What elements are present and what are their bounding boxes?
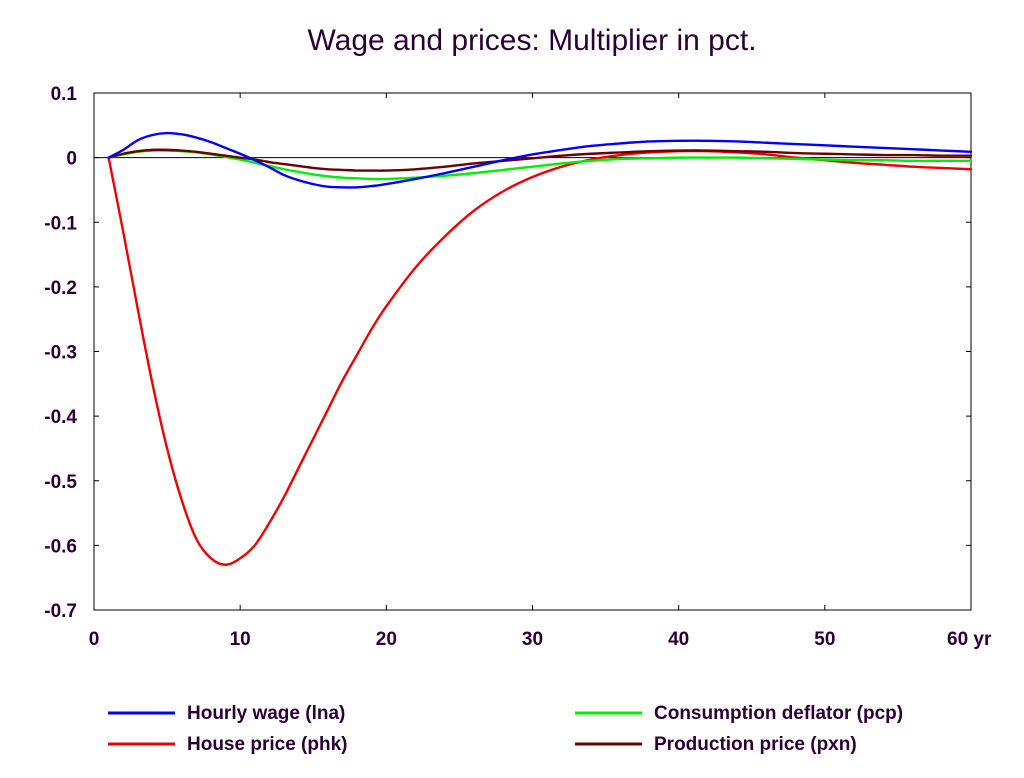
y-tick-label: 0: [66, 149, 77, 170]
legend-item: Hourly wage (lna): [108, 703, 345, 724]
y-tick-label: -0.4: [44, 407, 77, 428]
series-line-hourly-wage-lna: [107, 131, 973, 189]
x-tick-label: 20: [376, 629, 397, 650]
legend: Hourly wage (lna) Consumption deflator (p…: [108, 703, 903, 755]
x-tick-label: 50: [814, 629, 835, 650]
y-tick-label: -0.6: [44, 536, 77, 557]
y-tick-label: 0.1: [51, 84, 78, 105]
legend-item: Production price (pxn): [575, 734, 857, 755]
series-group: [107, 131, 973, 566]
x-axis: 0 10 20 30 40 50 60 yr: [89, 93, 992, 650]
y-axis: 0.1 0 -0.1 -0.2 -0.3 -0.4 -0.5 -0.6 -0.7: [44, 84, 971, 622]
plot-area-frame: [93, 92, 972, 611]
x-tick-label: 10: [230, 629, 251, 650]
x-tick-label: 0: [89, 629, 100, 650]
legend-label: Hourly wage (lna): [187, 703, 345, 724]
legend-item: Consumption deflator (pcp): [575, 703, 903, 724]
legend-label: Consumption deflator (pcp): [654, 703, 903, 724]
x-tick-label: 40: [668, 629, 689, 650]
y-tick-label: -0.2: [44, 278, 77, 299]
y-tick-label: -0.7: [44, 601, 77, 622]
legend-label: House price (phk): [187, 734, 347, 755]
y-tick-label: -0.5: [44, 472, 77, 493]
x-tick-label: 60 yr: [947, 629, 992, 650]
chart-title: Wage and prices: Multiplier in pct.: [307, 24, 756, 57]
y-tick-label: -0.3: [44, 343, 77, 364]
legend-item: House price (phk): [108, 734, 347, 755]
x-tick-label: 30: [522, 629, 543, 650]
series-line-production-price-pxn: [107, 148, 973, 172]
y-tick-label: -0.1: [44, 213, 77, 234]
legend-label: Production price (pxn): [654, 734, 857, 755]
series-line-house-price-phk: [107, 149, 973, 566]
